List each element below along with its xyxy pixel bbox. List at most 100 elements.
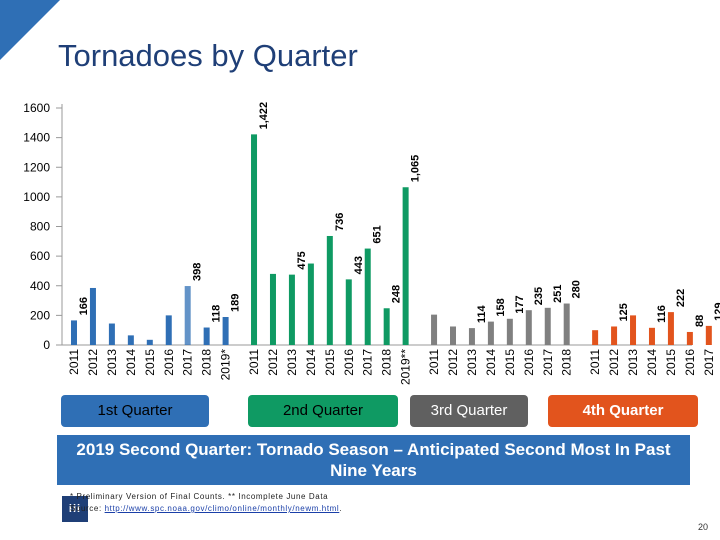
source-link[interactable]: http://www.spc.noaa.gov/climo/online/mon… [104,504,340,513]
bar [487,321,494,345]
bar [251,134,258,345]
source-suffix: . [339,504,343,513]
x-tick-label: 2014 [645,349,659,376]
bar [345,279,352,345]
bar [146,339,153,345]
data-label: 177 [514,295,526,313]
data-label: 651 [372,225,384,243]
x-tick-label: 2012 [446,349,460,376]
x-tick-label: 2019** [399,349,413,385]
data-label: 118 [211,305,223,323]
x-tick-label: 2016 [342,349,356,376]
x-tick-label: 2017 [541,349,555,376]
x-tick-label: 2015 [323,349,337,376]
bar [89,287,96,345]
data-label: 125 [618,303,630,321]
quarter-label-4: 4th Quarter [548,395,698,427]
x-tick-label: 2018 [200,349,214,376]
bar [686,331,693,345]
bar [468,328,475,345]
data-label: 114 [476,304,488,323]
x-tick-label: 2011 [67,349,81,375]
bar [269,273,276,345]
data-label: 443 [353,256,365,274]
y-tick-label: 600 [30,249,50,263]
y-tick-label: 200 [30,308,50,322]
x-tick-label: 2013 [285,349,299,376]
bar [108,323,115,345]
x-tick-label: 2012 [266,349,280,376]
headline-banner: 2019 Second Quarter: Tornado Season – An… [57,435,690,485]
quarter-label-2: 2nd Quarter [248,395,398,427]
corner-accent [0,0,60,60]
bar [648,327,655,345]
x-tick-label: 2017 [181,349,195,376]
data-label: 475 [296,251,308,269]
data-label: 1,422 [258,102,270,130]
x-tick-label: 2015 [503,349,517,376]
y-tick-label: 0 [43,338,50,352]
x-tick-label: 2014 [484,349,498,376]
bar-chart: 0 200 400 600 800 1000 1200 1400 1600 2011 166 2012… [23,101,720,385]
bar [705,325,712,345]
source-prefix: Source: [70,504,105,513]
x-tick-label: 2016 [162,349,176,376]
x-tick-label: 2011 [588,349,602,375]
x-tick-label: 2014 [124,349,138,376]
bar [364,248,371,345]
x-tick-label: 2017 [702,349,716,376]
x-tick-label: 2016 [522,349,536,376]
data-label: 251 [552,284,564,302]
bar [307,263,314,345]
x-tick-label: 2011 [427,349,441,375]
bar [326,235,333,345]
x-tick-label: 2018 [380,349,394,376]
x-tick-label: 2013 [105,349,119,376]
bar [402,187,409,345]
x-tick-label: 2017 [361,349,375,376]
bar [165,315,172,345]
data-label: 736 [334,213,346,231]
x-tick-label: 2019* [219,349,233,381]
bar [127,335,134,345]
bar [667,312,674,345]
bar [611,326,618,345]
x-tick-label: 2013 [465,349,479,376]
page-title: Tornadoes by Quarter [58,38,358,73]
y-tick-label: 800 [30,220,50,234]
data-label: 1,065 [410,155,422,183]
bar [431,314,438,345]
bar [630,315,637,345]
bar [563,303,570,345]
bar [450,326,456,345]
data-label: 129 [713,303,720,321]
bar [506,318,513,345]
bar [383,308,390,345]
x-tick-label: 2018 [560,349,574,376]
y-tick-label: 1400 [23,131,50,145]
data-label: 189 [230,294,242,312]
bar [222,317,229,345]
bar [71,320,77,345]
data-label: 280 [571,280,583,298]
bar [184,286,191,345]
data-label: 116 [656,305,668,323]
x-tick-label: 2011 [247,349,261,375]
data-label: 398 [192,263,204,281]
data-label: 235 [533,287,545,305]
bar [592,330,599,345]
bar [288,274,295,345]
x-tick-label: 2016 [683,349,697,376]
quarter-label-3: 3rd Quarter [410,395,528,427]
data-label: 166 [78,297,90,315]
bar [203,327,210,345]
y-tick-label: 1000 [23,190,50,204]
x-tick-label: 2012 [607,349,621,376]
data-label: 158 [495,298,507,316]
footnotes: * Preliminary Version of Final Counts. *… [70,491,342,515]
page-number: 20 [697,522,708,532]
data-label: 88 [694,315,706,327]
iii-logo: iii [62,496,88,522]
x-tick-label: 2014 [304,349,318,376]
y-tick-label: 1200 [23,160,50,174]
